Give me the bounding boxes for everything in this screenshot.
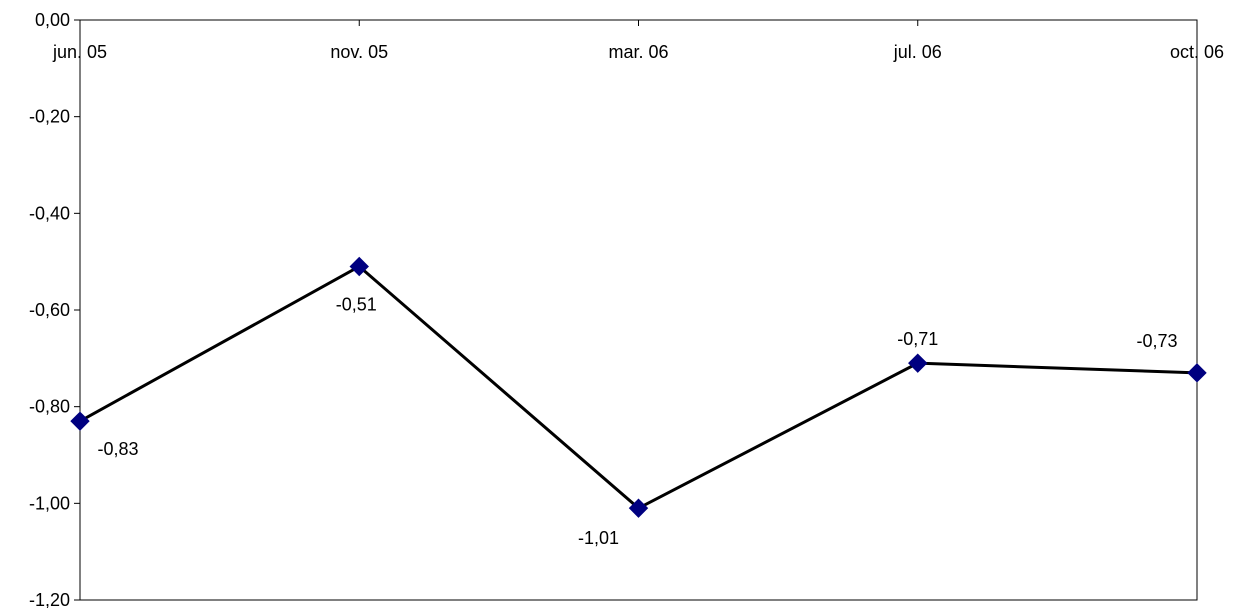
data-point-marker (628, 498, 649, 518)
x-tick-label: mar. 06 (608, 42, 668, 62)
x-tick-label: jun. 05 (52, 42, 107, 62)
y-tick-label: -0,20 (29, 107, 70, 127)
data-point-marker (349, 256, 369, 277)
y-tick-label: -1,00 (29, 493, 70, 513)
data-labels: -0,83 -0,51 -1,01 -0,71 -0,73 (97, 295, 1177, 549)
data-label: -0,73 (1136, 331, 1177, 351)
data-point-marker (908, 353, 928, 373)
y-tick-label: -0,80 (29, 397, 70, 417)
x-tick-label: jul. 06 (893, 42, 942, 62)
y-tick-label: -1,20 (29, 590, 70, 608)
data-label: -0,83 (97, 439, 138, 459)
y-tick-label: 0,00 (35, 10, 70, 30)
data-label: -0,51 (336, 295, 377, 315)
data-point-marker (70, 411, 90, 431)
y-axis: 0,00 -0,20 -0,40 -0,60 -0,80 -1,00 -1,20 (29, 10, 80, 608)
data-label: -0,71 (897, 329, 938, 349)
x-axis: jun. 05 nov. 05 mar. 06 jul. 06 oct. 06 (52, 20, 1224, 62)
y-tick-label: -0,40 (29, 203, 70, 223)
y-tick-label: -0,60 (29, 300, 70, 320)
series-group (70, 256, 1207, 518)
data-label: -1,01 (578, 528, 619, 548)
data-point-marker (1187, 363, 1207, 383)
x-tick-label: oct. 06 (1170, 42, 1224, 62)
x-tick-label: nov. 05 (330, 42, 388, 62)
